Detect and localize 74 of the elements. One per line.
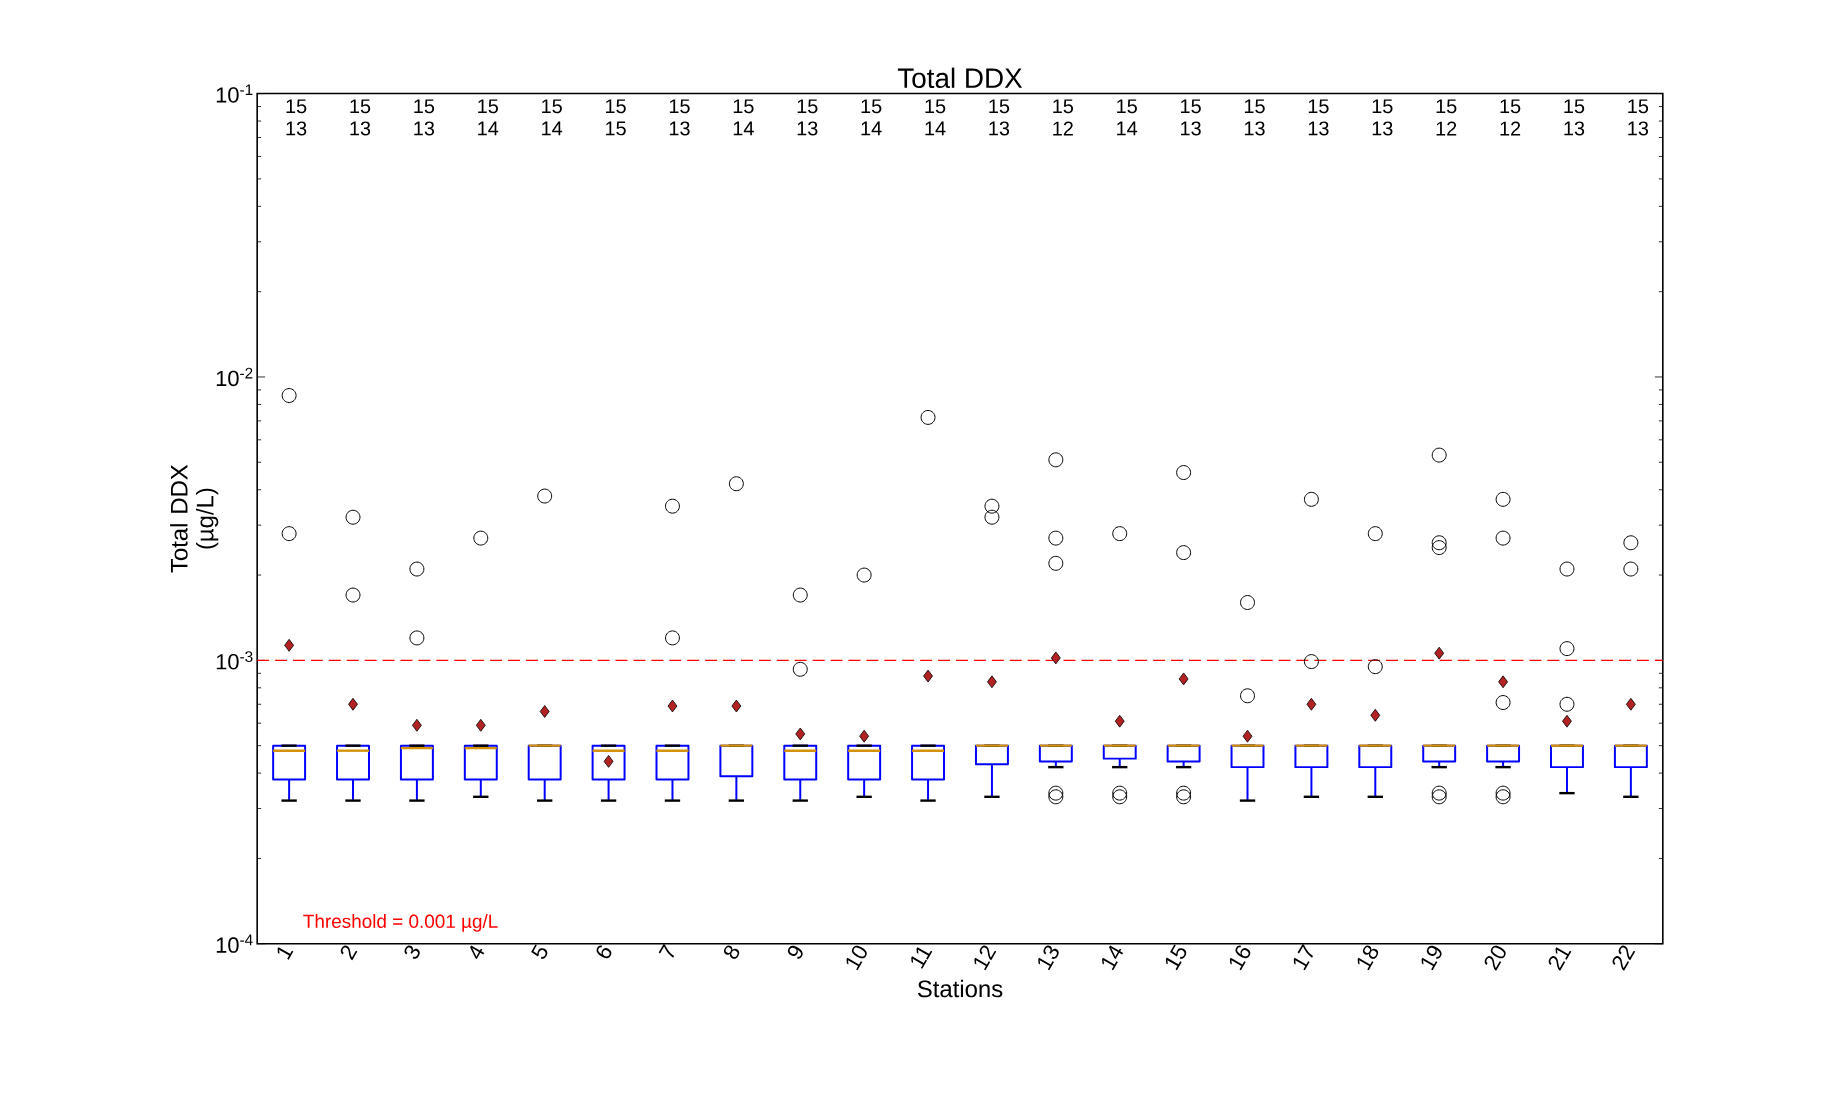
annotation: 14 (861, 121, 882, 136)
x-tick-label: 1 (277, 947, 294, 960)
x-tick-label: 22 (1612, 945, 1636, 971)
x-tick-label: 12 (974, 945, 997, 971)
x-tick-label: 5 (531, 944, 548, 959)
annotation: 13 (1181, 121, 1201, 136)
y-axis-title: Total DDX (µg/L) (170, 464, 219, 573)
y-tick-label: 10$^{-2}$ (216, 367, 253, 387)
x-tick-label: 15 (1165, 944, 1187, 971)
annotation: 13 (669, 121, 690, 136)
annotation: 12 (1500, 121, 1521, 136)
annotation: 13 (1564, 121, 1585, 136)
x-tick-label: 17 (1293, 943, 1314, 971)
annotation: 13 (797, 121, 818, 136)
annotation: 15 (414, 99, 435, 114)
annotation: 15 (1500, 99, 1521, 114)
annotation: 15 (1181, 99, 1201, 114)
annotation: 15 (1436, 99, 1457, 114)
annotation: 13 (350, 121, 371, 136)
annotation: 15 (542, 99, 562, 114)
annotation: 15 (1308, 99, 1329, 114)
x-tick-label: 21 (1548, 947, 1572, 971)
annotation: 15 (669, 99, 690, 114)
x-axis-title: Stations (917, 979, 1003, 998)
x-tick-label: 2 (340, 945, 358, 961)
annotation: 15 (797, 99, 818, 114)
annotation: 15 (286, 99, 307, 114)
x-tick-label: 3 (404, 945, 420, 959)
annotation: 13 (1244, 121, 1265, 136)
x-tick-label: 9 (787, 945, 803, 959)
annotation: 15 (1372, 99, 1393, 114)
x-tick-label: 19 (1421, 945, 1442, 971)
annotation: 15 (605, 99, 626, 114)
annotation: 12 (1053, 121, 1073, 136)
x-tick-label: 14 (1102, 945, 1124, 971)
annotation: 13 (1628, 121, 1649, 136)
x-tick-label: 13 (1038, 945, 1059, 971)
annotation: 15 (1564, 99, 1585, 114)
annotation: 15 (478, 99, 498, 114)
y-tick-label: 10$^{-1}$ (216, 84, 253, 103)
y-tick-label: 10$^{-3}$ (216, 651, 253, 670)
annotation: 14 (478, 121, 499, 136)
x-tick-label: 10 (846, 945, 867, 971)
x-tick-label: 16 (1229, 945, 1251, 971)
annotation: 15 (1628, 99, 1649, 114)
annotation: 13 (414, 121, 435, 136)
annotation: 15 (925, 99, 946, 114)
annotation: 14 (733, 121, 754, 136)
annotation: 14 (1117, 121, 1138, 136)
x-tick-label: 8 (723, 945, 740, 959)
annotation: 13 (989, 121, 1010, 136)
annotation: 14 (925, 121, 946, 136)
ref-line-label: Threshold = 0.001 µg/L (303, 914, 498, 932)
x-tick-label: 6 (596, 945, 612, 959)
annotation: 15 (350, 99, 371, 114)
chart-title: Total DDX (897, 67, 1023, 89)
annotation: 12 (1436, 121, 1457, 136)
x-tick-label: 11 (911, 947, 933, 969)
x-tick-label: 18 (1357, 945, 1379, 971)
annotation: 15 (989, 99, 1010, 114)
x-tick-label: 7 (658, 943, 675, 958)
annotation: 13 (286, 121, 307, 136)
annotation: 15 (605, 121, 626, 136)
annotation: 13 (1308, 121, 1329, 136)
x-tick-label: 20 (1484, 945, 1506, 971)
annotation: 15 (1117, 99, 1137, 114)
x-tick-label: 4 (470, 945, 485, 959)
annotation: 15 (861, 99, 882, 114)
annotation: 13 (1372, 121, 1393, 136)
annotation: 15 (733, 99, 754, 114)
y-tick-label: 10$^{-4}$ (216, 934, 253, 953)
annotation: 15 (1244, 99, 1265, 114)
annotation: 14 (542, 121, 563, 136)
annotation: 15 (1053, 99, 1074, 114)
